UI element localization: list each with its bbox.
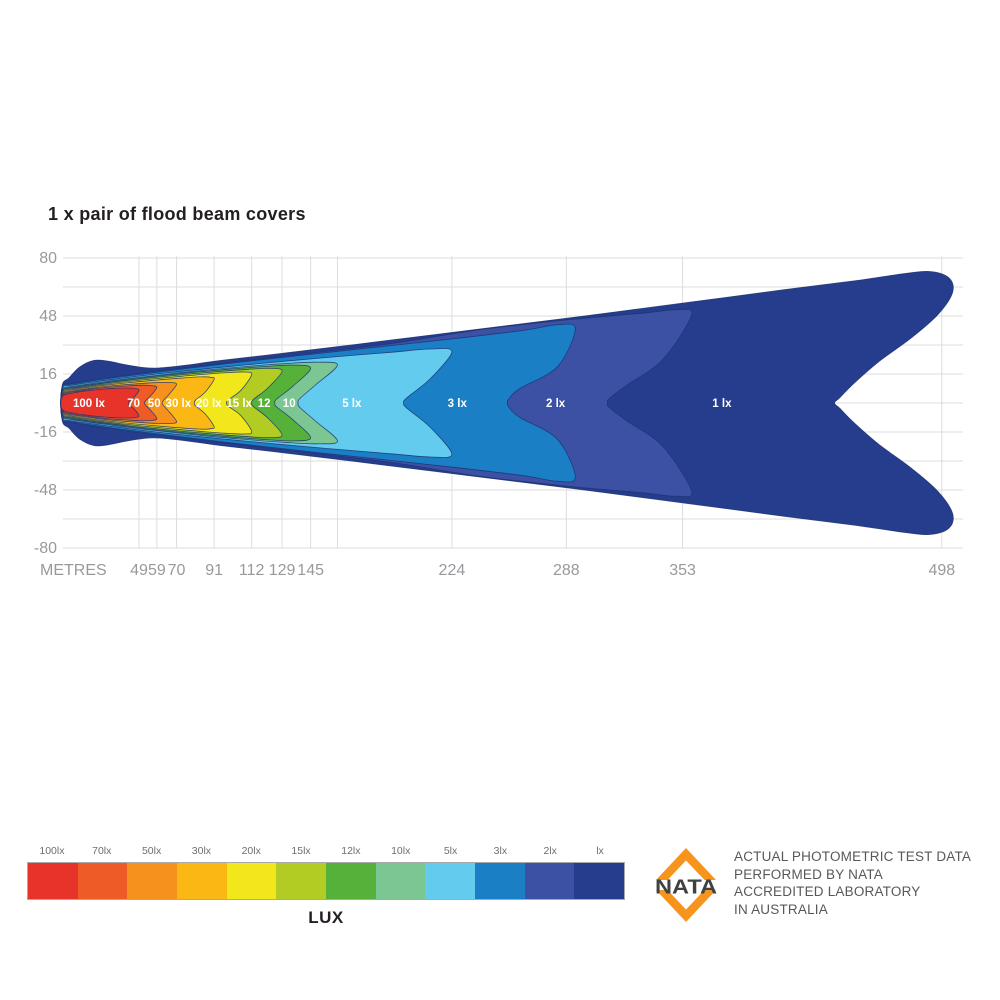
x-tick-129: 129 xyxy=(269,562,296,579)
beam-label-10lx: 10 xyxy=(283,398,296,410)
chart-title: 1 x pair of flood beam covers xyxy=(48,204,306,224)
nata-text-line-1: ACTUAL PHOTOMETRIC TEST DATA xyxy=(734,849,972,864)
nata-logo-text: NATA xyxy=(655,877,717,899)
legend-swatch-100lx xyxy=(28,863,78,899)
legend-swatch-2lx xyxy=(524,863,575,899)
contour-100lx xyxy=(60,387,140,419)
legend-label-12lx: 12lx xyxy=(341,845,361,857)
x-tick-70: 70 xyxy=(168,562,186,579)
lux-legend: 100lx 70lx 50lx 30lx 20lx 15lx 12lx 10lx 5lx 3lx 2… xyxy=(27,845,625,900)
x-tick-145: 145 xyxy=(297,562,324,579)
y-tick-80: 80 xyxy=(39,250,57,267)
legend-swatch-50lx xyxy=(127,863,178,899)
legend-swatch-12lx xyxy=(326,863,376,899)
x-tick-59: 59 xyxy=(148,562,166,579)
x-tick-224: 224 xyxy=(439,562,466,579)
beam-label-100lx: 100 lx xyxy=(73,398,106,410)
legend-swatch-5lx xyxy=(425,863,476,899)
beam-label-20lx: 20 lx xyxy=(196,398,222,410)
x-tick-112: 112 xyxy=(239,562,265,579)
legend-swatch-70lx xyxy=(77,863,128,899)
y-tick-16: 16 xyxy=(39,366,57,383)
nata-logo-top-chevron xyxy=(656,848,716,880)
beam-label-1lx: 1 lx xyxy=(712,398,732,410)
nata-text-line-4: IN AUSTRALIA xyxy=(734,901,828,917)
legend-title: LUX xyxy=(308,908,344,927)
legend-swatch-10lx xyxy=(375,863,426,899)
y-tick--16: -16 xyxy=(34,424,57,441)
beam-label-50lx: 50 xyxy=(148,398,161,410)
x-tick-353: 353 xyxy=(669,562,696,579)
legend-swatch-30lx xyxy=(177,863,227,899)
legend-label-30lx: 30lx xyxy=(191,845,212,857)
legend-label-10lx: 10lx xyxy=(391,845,411,857)
legend-label-3lx: 3lx xyxy=(493,845,508,857)
x-tick-498: 498 xyxy=(928,562,955,579)
legend-label-1lx: lx xyxy=(596,845,604,857)
legend-swatch-1lx xyxy=(574,863,625,899)
legend-label-100lx: 100lx xyxy=(39,845,65,857)
legend-label-5lx: 5lx xyxy=(443,845,458,857)
legend-labels-row: 100lx 70lx 50lx 30lx 20lx 15lx 12lx 10lx 5lx 3lx 2… xyxy=(27,845,625,862)
nata-logo: NATA xyxy=(655,848,717,922)
x-tick-91: 91 xyxy=(205,562,223,579)
legend-label-20lx: 20lx xyxy=(241,845,261,857)
legend-label-2lx: 2lx xyxy=(543,845,557,857)
beam-label-2lx: 2 lx xyxy=(546,398,566,410)
y-tick-48: 48 xyxy=(39,308,57,325)
beam-label-5lx: 5 lx xyxy=(342,398,362,410)
legend-color-bar xyxy=(27,862,625,900)
beam-label-30lx: 30 lx xyxy=(166,398,192,410)
beam-label-3lx: 3 lx xyxy=(448,398,468,410)
legend-swatch-20lx xyxy=(226,863,277,899)
x-tick-288: 288 xyxy=(553,562,580,579)
nata-text-line-3: ACCREDITED LABORATORY xyxy=(734,884,921,899)
nata-accreditation-text: ACTUAL PHOTOMETRIC TEST DATA PERFORMED BY… xyxy=(734,848,974,918)
legend-label-70lx: 70lx xyxy=(92,845,112,857)
legend-label-15lx: 15lx xyxy=(291,845,311,857)
x-tick-49: 49 xyxy=(130,562,148,579)
beam-label-12lx: 12 xyxy=(258,398,271,410)
legend-label-50lx: 50lx xyxy=(141,845,162,857)
y-tick--48: -48 xyxy=(34,482,57,499)
y-tick--80: -80 xyxy=(34,540,57,557)
nata-logo-bottom-chevron xyxy=(656,890,716,922)
legend-swatch-15lx xyxy=(276,863,327,899)
beam-label-15lx: 15 lx xyxy=(226,398,252,410)
beam-label-70lx: 70 xyxy=(127,398,140,410)
x-axis-unit-label: METRES xyxy=(40,562,107,579)
legend-swatch-3lx xyxy=(475,863,525,899)
nata-text-line-2: PERFORMED BY NATA xyxy=(734,866,883,882)
